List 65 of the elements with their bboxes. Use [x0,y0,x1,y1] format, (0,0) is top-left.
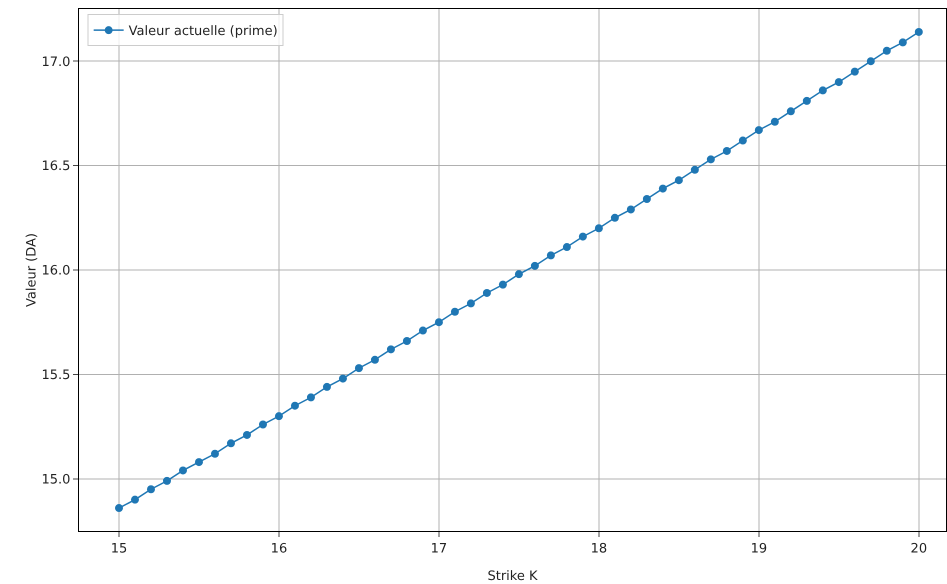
point [674,176,683,184]
point [834,78,843,86]
point [450,308,459,316]
point [178,466,187,474]
point [226,439,235,448]
y-tick-label: 16.5 [41,159,70,174]
point [194,458,203,466]
point [866,57,875,66]
point [786,107,795,116]
point [818,86,827,94]
point [514,270,523,278]
point [354,364,363,372]
point [914,28,923,36]
point [274,412,283,420]
x-tick-label: 15 [110,542,128,557]
point [466,299,475,308]
point [386,345,395,354]
point [690,166,699,174]
point [802,96,811,105]
point [594,224,603,232]
point [210,450,219,458]
point [610,214,619,222]
point [530,262,539,270]
point [562,243,571,252]
point [898,38,907,46]
point [770,118,779,126]
point [482,288,491,297]
point [658,184,667,193]
y-tick-label: 15.5 [41,368,70,383]
x-tick-label: 19 [750,542,768,557]
legend-label: Valeur actuelle (prime) [128,24,278,40]
point [130,496,139,504]
y-tick-label: 17.0 [41,54,70,70]
point [850,68,859,76]
point [370,356,379,364]
point [546,251,555,260]
x-tick-label: 20 [910,542,928,557]
x-tick-label: 16 [270,542,288,557]
point [578,232,587,241]
point [146,485,155,494]
y-axis-title: Valeur (DA) [24,233,40,307]
point [258,420,267,429]
point [306,393,315,402]
point [738,136,747,145]
point [642,195,651,204]
point [242,430,251,439]
point [162,476,171,485]
point [882,46,891,55]
point [722,146,731,155]
point [754,126,763,134]
point [114,504,123,512]
y-tick-label: 16.0 [41,264,70,279]
point [626,205,635,214]
point [402,336,411,345]
x-axis-title: Strike K [487,569,538,584]
x-tick-label: 18 [590,542,608,557]
y-tick-label: 15.0 [41,472,70,488]
x-tick-label: 17 [430,542,448,557]
point [418,326,427,335]
point [338,374,347,383]
point [706,155,715,164]
point [322,382,331,391]
point [498,280,507,289]
point [290,402,299,410]
point [434,318,443,326]
